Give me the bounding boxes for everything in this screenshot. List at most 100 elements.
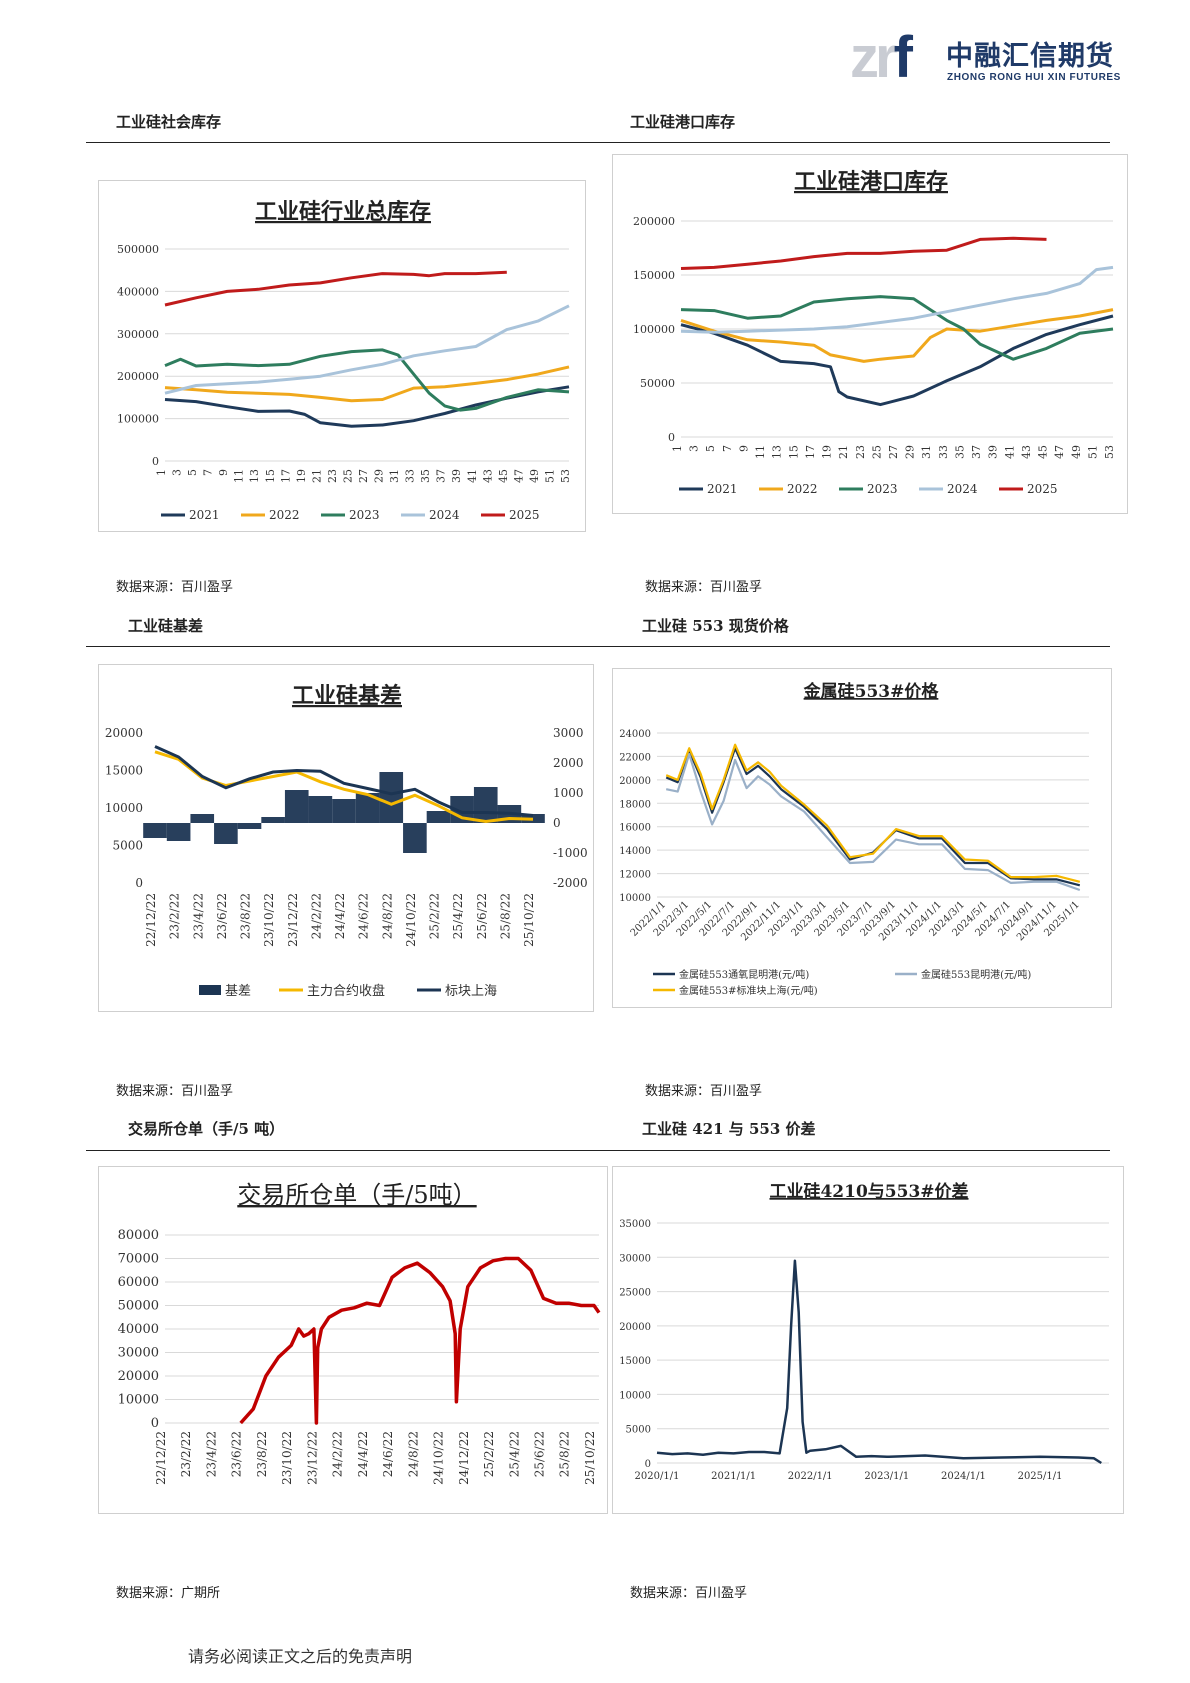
x-tick-label: 25	[341, 469, 354, 483]
y2-tick-label: 2000	[553, 756, 584, 770]
x-tick-label: 41	[466, 469, 479, 483]
y-tick-label: 100000	[117, 413, 159, 426]
series-line-2023	[680, 295, 1114, 361]
basis-bar	[403, 823, 427, 853]
x-tick-label: 25	[870, 445, 883, 459]
x-tick-label: 45	[497, 469, 510, 483]
chart-title: 工业硅行业总库存	[255, 199, 431, 225]
section-title-social-inventory: 工业硅社会库存	[116, 113, 222, 131]
x-tick-label: 19	[295, 469, 308, 483]
x-tick-label: 51	[543, 469, 556, 483]
y-tick-label: 50000	[118, 1299, 159, 1314]
x-tick-label: 11	[233, 469, 246, 483]
x-tick-label: 1	[155, 469, 168, 476]
chart-title: 工业硅基差	[292, 683, 402, 709]
x-tick-label: 35	[419, 469, 432, 483]
x-tick-label: 24/4/22	[333, 893, 347, 939]
x-tick-label: 24/8/22	[406, 1431, 420, 1477]
legend-label: 2025	[1027, 482, 1058, 496]
y-tick-label: 70000	[118, 1252, 159, 1267]
data-source-note: 数据来源：百川盈孚	[116, 1084, 234, 1099]
x-tick-label: 23/2/22	[168, 893, 182, 939]
y-tick-label: 80000	[118, 1228, 159, 1243]
x-tick-label: 31	[920, 445, 933, 459]
logo-cn-name: 中融汇信期货	[946, 41, 1114, 72]
chart-title: 金属硅553#价格	[803, 681, 940, 702]
x-tick-label: 23/10/22	[262, 893, 276, 947]
x-tick-label: 23	[326, 469, 339, 483]
x-tick-label: 23/12/22	[305, 1431, 319, 1485]
x-tick-label: 2024/1/1	[941, 1471, 986, 1482]
x-tick-label: 17	[804, 445, 817, 459]
legend-label: 2021	[189, 508, 220, 522]
x-tick-label: 9	[217, 469, 230, 476]
y-tick-label: 5000	[112, 839, 143, 853]
x-tick-label: 29	[904, 445, 917, 459]
x-tick-label: 39	[987, 445, 1000, 459]
y2-tick-label: -2000	[553, 876, 588, 890]
legend-label: 2025	[509, 508, 540, 522]
x-tick-label: 2020/1/1	[635, 1471, 680, 1482]
y-tick-label: 0	[135, 876, 143, 890]
series-line-价差	[656, 1259, 1102, 1465]
y-tick-label: 400000	[117, 285, 159, 298]
disclaimer-footer: 请务必阅读正文之后的免责声明	[188, 1647, 413, 1666]
y-tick-label: 0	[152, 455, 159, 468]
x-tick-label: 24/4/22	[356, 1431, 370, 1477]
y-tick-label: 10000	[118, 1393, 159, 1408]
x-tick-label: 43	[1020, 445, 1033, 459]
x-tick-label: 23/8/22	[239, 893, 253, 939]
y-tick-label: 0	[645, 1459, 651, 1470]
series-line-2025	[164, 270, 507, 307]
y-tick-label: 30000	[118, 1346, 159, 1361]
x-tick-label: 1	[671, 445, 684, 452]
series-line-2025	[680, 236, 1047, 270]
series-line-金属硅553#标准块上海(元/吨)	[665, 743, 1081, 883]
y-tick-label: 40000	[118, 1322, 159, 1337]
y-tick-label: 200000	[633, 215, 675, 228]
section-title-basis: 工业硅基差	[128, 617, 204, 635]
x-tick-label: 23/6/22	[215, 893, 229, 939]
x-tick-label: 53	[1103, 445, 1116, 459]
legend-label: 2022	[787, 482, 818, 496]
x-tick-label: 27	[357, 469, 370, 483]
x-tick-label: 24/10/22	[404, 893, 418, 947]
x-tick-label: 23/2/22	[179, 1431, 193, 1477]
x-tick-label: 53	[559, 469, 572, 483]
basis-bar	[261, 817, 285, 823]
chart-421-553-spread: 工业硅4210与553#价差 35000 30000 25000 20000 15000 1…	[619, 1181, 1109, 1482]
logo-mark: zrf	[850, 25, 913, 90]
x-tick-label: 51	[1086, 445, 1099, 459]
x-tick-label: 33	[404, 469, 417, 483]
y-tick-label: 20000	[105, 726, 143, 740]
x-tick-label: 39	[450, 469, 463, 483]
series-line-金属硅553通氧昆明港(元/吨)	[665, 747, 1081, 887]
x-tick-label: 3	[171, 469, 184, 476]
x-tick-label: 37	[970, 445, 983, 459]
chart-panel-port-inventory: 工业硅港口库存 200000 150000 100000 50000 0 1 3 5 7 9 11 13…	[612, 154, 1128, 514]
x-tick-label: 9	[737, 445, 750, 452]
section-rule	[86, 142, 1110, 143]
section-rule	[86, 1150, 1110, 1151]
legend-label: 2022	[269, 508, 300, 522]
x-tick-label: 43	[481, 469, 494, 483]
x-tick-label: 23/4/22	[191, 893, 205, 939]
basis-bar	[473, 787, 498, 823]
x-tick-label: 11	[754, 445, 767, 459]
x-tick-label: 5	[186, 469, 199, 476]
x-tick-label: 25/10/22	[583, 1431, 597, 1485]
x-tick-label: 33	[937, 445, 950, 459]
y-tick-label: 30000	[619, 1253, 651, 1264]
x-tick-label: 2023/1/1	[864, 1471, 909, 1482]
y-tick-label: 150000	[633, 269, 675, 282]
legend-label: 主力合约收盘	[307, 983, 385, 999]
chart-total-inventory: 工业硅行业总库存50000040000030000020000010000001…	[117, 199, 572, 522]
legend-label: 标块上海	[445, 984, 497, 999]
x-tick-label: 19	[821, 445, 834, 459]
legend-label: 基差	[225, 984, 251, 999]
series-line-2023	[164, 348, 570, 412]
basis-bar	[166, 823, 191, 841]
y-tick-label: 5000	[626, 1425, 651, 1436]
x-tick-label: 7	[721, 445, 734, 452]
x-tick-label: 24/12/22	[457, 1431, 471, 1485]
